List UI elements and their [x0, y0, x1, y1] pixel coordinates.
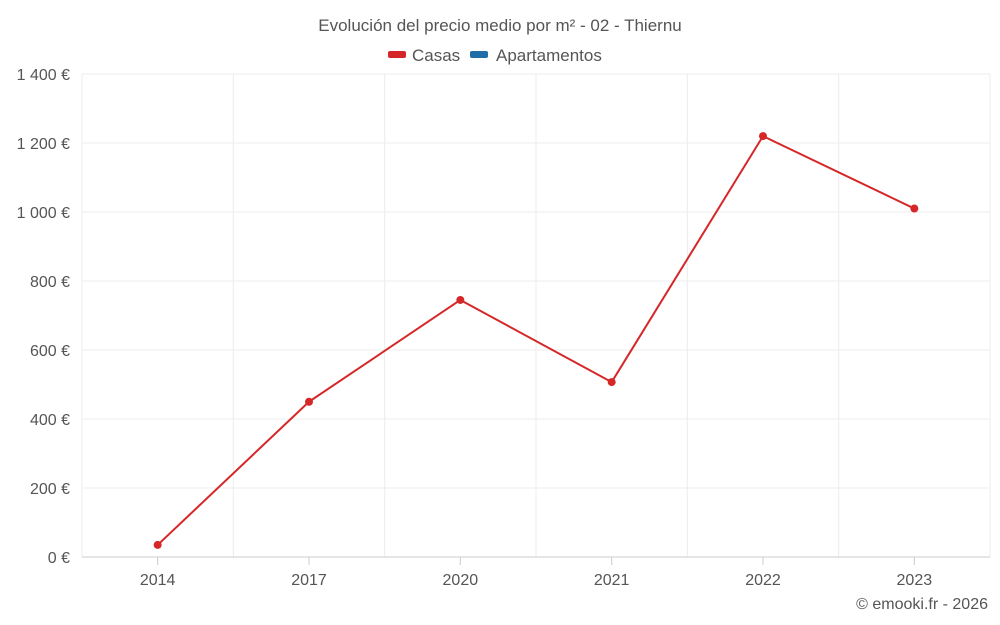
credit-text: © emooki.fr - 2026 — [856, 596, 988, 613]
y-tick-label: 400 € — [30, 412, 70, 429]
chart-title: Evolución del precio medio por m² - 02 -… — [318, 16, 681, 35]
y-tick-label: 1 000 € — [17, 205, 70, 222]
x-tick-label: 2017 — [291, 572, 327, 589]
x-tick-label: 2022 — [745, 572, 781, 589]
legend-swatch-apartamentos — [470, 51, 488, 58]
legend-label-casas: Casas — [412, 46, 460, 65]
data-point[interactable] — [153, 540, 162, 549]
y-tick-label: 1 400 € — [17, 67, 70, 84]
x-tick-label: 2014 — [140, 572, 176, 589]
x-tick-label: 2023 — [897, 572, 933, 589]
legend-swatch-casas — [388, 51, 406, 58]
y-tick-label: 0 € — [48, 550, 70, 567]
legend-item-apartamentos[interactable]: Apartamentos — [470, 46, 602, 65]
x-axis: 2014 2017 2020 2021 2022 2023 — [82, 556, 990, 589]
y-tick-label: 1 200 € — [17, 136, 70, 153]
data-point[interactable] — [607, 378, 616, 387]
series-line-casas — [156, 135, 915, 546]
data-point[interactable] — [305, 397, 313, 406]
y-tick-label: 200 € — [30, 481, 70, 498]
legend-label-apartamentos: Apartamentos — [496, 46, 602, 65]
legend: Casas Apartamentos — [388, 46, 602, 65]
y-axis: 0 € 200 € 400 € 600 € 800 € 1 000 € 1 200 € 1 4… — [17, 67, 70, 567]
data-point[interactable] — [910, 204, 919, 213]
y-tick-label: 600 € — [30, 343, 70, 360]
x-tick-label: 2020 — [443, 572, 479, 589]
y-tick-label: 800 € — [30, 274, 70, 291]
legend-item-casas[interactable]: Casas — [388, 46, 460, 65]
data-point[interactable] — [456, 295, 465, 304]
series-casas — [153, 132, 919, 549]
grid — [81, 73, 991, 557]
data-point[interactable] — [759, 132, 767, 141]
x-tick-label: 2021 — [594, 572, 630, 589]
